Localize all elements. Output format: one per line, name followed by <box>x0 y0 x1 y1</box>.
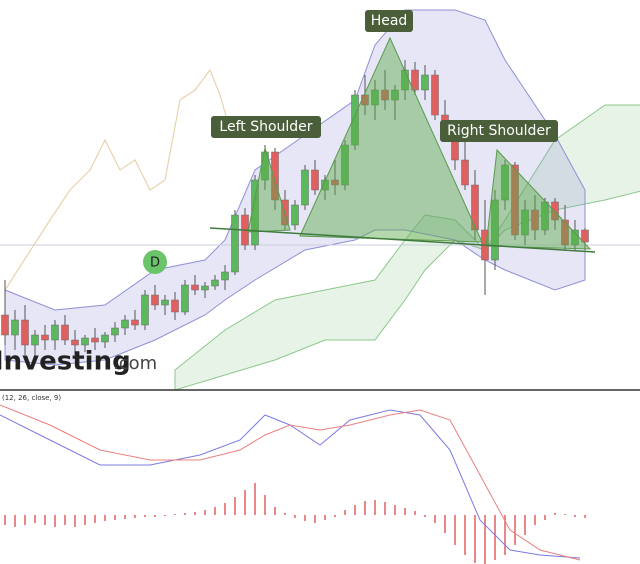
candle-body <box>421 74 429 91</box>
candle-body <box>111 327 119 336</box>
right-shoulder-label: Right Shoulder <box>447 123 551 139</box>
left-shoulder-label: Left Shoulder <box>219 119 312 135</box>
candle-body <box>331 179 339 186</box>
candle-body <box>231 214 239 273</box>
neckline <box>209 227 596 253</box>
candle-body <box>41 334 49 341</box>
right-shoulder-shape <box>485 148 592 250</box>
candle-body <box>291 204 299 226</box>
candle-body <box>311 169 319 191</box>
candle-body <box>141 294 149 326</box>
candle-body <box>301 169 309 206</box>
candle-body <box>551 201 559 221</box>
candle-body <box>271 151 279 201</box>
candle-body <box>521 209 529 236</box>
candle-body <box>91 337 99 343</box>
candle-body <box>71 339 79 346</box>
candle-body <box>561 219 569 246</box>
head-label: Head <box>371 13 408 29</box>
watermark: Investing <box>0 347 131 377</box>
candle-body <box>351 94 359 146</box>
event-marker <box>143 250 167 274</box>
candle-body <box>191 284 199 291</box>
label-box <box>440 120 558 142</box>
labels: Head Left Shoulder Right Shoulder D <box>143 10 558 274</box>
candle-body <box>221 271 229 281</box>
candle-body <box>201 285 209 291</box>
label-box <box>365 10 413 32</box>
watermark: .com <box>113 353 157 374</box>
candle-body <box>381 89 389 101</box>
candle-body <box>391 89 399 101</box>
candle-body <box>61 324 69 341</box>
macd-subtitle: (12, 26, close, 9) <box>2 394 61 402</box>
candle-body <box>411 69 419 91</box>
candle-body <box>31 334 39 346</box>
candle-body <box>571 229 579 246</box>
candle-body <box>181 284 189 313</box>
candle-body <box>151 294 159 306</box>
candle-body <box>101 334 109 343</box>
cloud-area <box>174 104 640 391</box>
signal-line <box>0 404 581 561</box>
candle-body <box>471 184 479 231</box>
candle-body <box>511 164 519 236</box>
candle-body <box>501 164 509 201</box>
macd-panel <box>0 404 586 564</box>
candle-body <box>531 209 539 231</box>
candle-body <box>11 319 19 336</box>
candle-body <box>81 337 89 346</box>
candle-body <box>131 319 139 326</box>
candle-body <box>541 201 549 231</box>
candle-body <box>491 199 499 261</box>
candle-body <box>431 74 439 116</box>
macd-line <box>0 409 581 559</box>
label-box <box>211 116 321 138</box>
candle-body <box>1 314 9 336</box>
candle-body <box>211 279 219 287</box>
candle-body <box>161 299 169 306</box>
pattern <box>209 36 596 253</box>
candle-body <box>371 89 379 106</box>
candle-body <box>171 299 179 313</box>
event-label: D <box>150 256 160 271</box>
candle-body <box>341 144 349 186</box>
candle-body <box>581 229 589 243</box>
candle-body <box>121 319 129 329</box>
candle-body <box>461 159 469 186</box>
candle-body <box>51 324 59 341</box>
lagging-line <box>4 68 231 291</box>
candle-body <box>21 319 29 346</box>
